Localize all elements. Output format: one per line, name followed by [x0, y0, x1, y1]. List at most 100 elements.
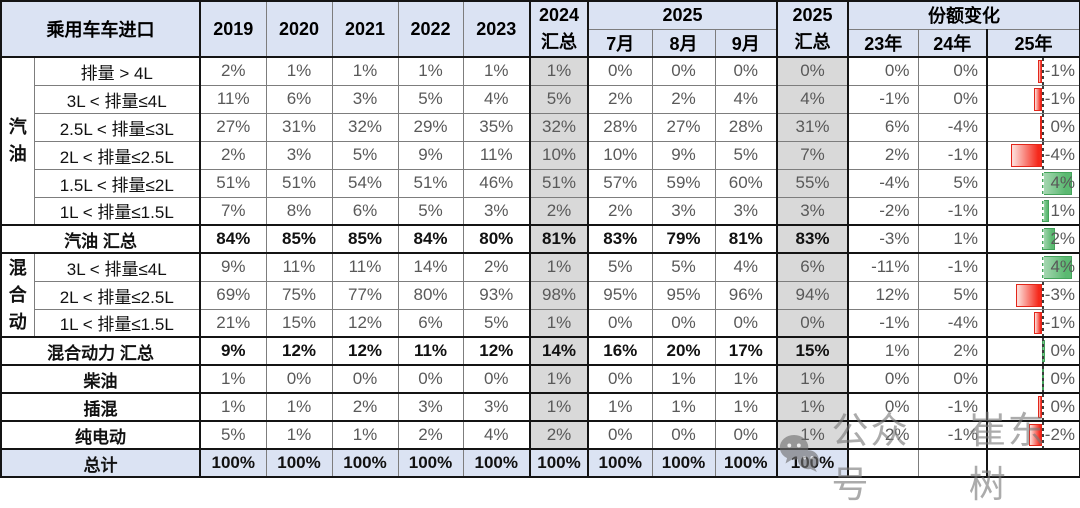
- total-2025-cell: 31%: [776, 112, 849, 142]
- share-change-23-cell: 2%: [847, 140, 919, 170]
- month-value-cell: 2%: [587, 84, 653, 114]
- month-value-cell: 5%: [714, 140, 778, 170]
- value-cell: 4%: [462, 84, 531, 114]
- share-change-24-cell: -4%: [917, 112, 988, 142]
- month-value-cell: 1%: [651, 364, 716, 394]
- zero-axis-line: [1042, 198, 1044, 224]
- month-value-cell: 4%: [714, 84, 778, 114]
- share-change-25-value: -1%: [1044, 61, 1076, 81]
- value-cell: 2%: [397, 420, 464, 450]
- value-cell: 84%: [397, 224, 464, 254]
- table-row: 纯电动 5% 1% 1% 2% 4% 2% 0% 0% 0% 1% 2% -1% -2%: [0, 420, 1080, 450]
- value-cell: 11%: [462, 140, 531, 170]
- value-cell: 15%: [265, 308, 333, 338]
- total-2025-cell: 83%: [776, 224, 849, 254]
- value-cell: 6%: [331, 196, 399, 226]
- value-cell: 0%: [397, 364, 464, 394]
- total-2025-cell: 100%: [776, 448, 849, 478]
- month-value-cell: 1%: [651, 392, 716, 422]
- row-label: 1L < 排量≤1.5L: [33, 196, 201, 226]
- value-cell: 54%: [331, 168, 399, 198]
- value-cell: 2%: [199, 56, 267, 86]
- value-cell: 100%: [265, 448, 333, 478]
- value-cell: 31%: [265, 112, 333, 142]
- share-change-24-cell: 2%: [917, 336, 988, 366]
- share-change-25-cell: [986, 448, 1080, 478]
- row-label: 柴油: [0, 364, 201, 394]
- zero-axis-line: [1042, 423, 1044, 448]
- share-change-24-cell: 0%: [917, 364, 988, 394]
- share-change-24-cell: 5%: [917, 280, 988, 310]
- total-2025-cell: 1%: [776, 420, 849, 450]
- value-cell: 84%: [199, 224, 267, 254]
- value-cell: 2%: [462, 252, 531, 282]
- share-change-25-cell: 0%: [986, 392, 1080, 422]
- negative-data-bar: [1038, 60, 1042, 83]
- month-value-cell: 28%: [714, 112, 778, 142]
- total-2024-cell: 14%: [529, 336, 589, 366]
- share-change-25-value: -3%: [1044, 285, 1076, 304]
- share-change-25-cell: 1%: [986, 196, 1080, 226]
- month-value-cell: 100%: [587, 448, 653, 478]
- share-change-24-cell: 5%: [917, 168, 988, 198]
- month-value-cell: 59%: [651, 168, 716, 198]
- value-cell: 85%: [265, 224, 333, 254]
- value-cell: 3%: [397, 392, 464, 422]
- value-cell: 1%: [331, 56, 399, 86]
- share-change-23-cell: 0%: [847, 364, 919, 394]
- col-header-share-24: 24年: [917, 28, 988, 58]
- value-cell: 5%: [397, 84, 464, 114]
- col-header-aug: 8月: [651, 28, 716, 58]
- value-cell: 4%: [462, 420, 531, 450]
- col-header-share-23: 23年: [847, 28, 919, 58]
- share-change-25-value: -1%: [1044, 89, 1076, 108]
- share-change-25-cell: 4%: [986, 168, 1080, 198]
- share-change-23-cell: -4%: [847, 168, 919, 198]
- row-label: 1L < 排量≤1.5L: [33, 308, 201, 338]
- total-2025-cell: 1%: [776, 364, 849, 394]
- table-row: 混合动力 汇总 9% 12% 12% 11% 12% 14% 16% 20% 17% 15% 1% 2%…: [0, 336, 1080, 366]
- row-label: 2.5L < 排量≤3L: [33, 112, 201, 142]
- total-2024-cell: 100%: [529, 448, 589, 478]
- negative-data-bar: [1011, 143, 1042, 167]
- value-cell: 32%: [331, 112, 399, 142]
- row-label: 混合动力 汇总: [0, 336, 201, 366]
- zero-axis-line: [1042, 367, 1044, 392]
- row-label: 插混: [0, 392, 201, 422]
- share-change-25-value: -4%: [1044, 145, 1076, 164]
- col-header-2024-total: 2024 汇总: [529, 0, 589, 58]
- value-cell: 12%: [331, 336, 399, 366]
- month-value-cell: 3%: [714, 196, 778, 226]
- month-value-cell: 0%: [714, 420, 778, 450]
- table-row: 1.5L < 排量≤2L 51% 51% 54% 51% 46% 51% 57% 59% 60% 5…: [1, 168, 1080, 198]
- month-value-cell: 5%: [651, 252, 716, 282]
- col-header-sep: 9月: [714, 28, 778, 58]
- month-value-cell: 60%: [714, 168, 778, 198]
- share-change-25-cell: 4%: [986, 252, 1080, 282]
- month-value-cell: 2%: [651, 84, 716, 114]
- month-value-cell: 81%: [714, 224, 778, 254]
- value-cell: 29%: [397, 112, 464, 142]
- value-cell: 11%: [265, 252, 333, 282]
- total-2025-cell: 3%: [776, 196, 849, 226]
- value-cell: 93%: [462, 280, 531, 310]
- month-value-cell: 4%: [714, 252, 778, 282]
- value-cell: 3%: [462, 392, 531, 422]
- value-cell: 2%: [199, 140, 267, 170]
- share-change-23-cell: -1%: [847, 84, 919, 114]
- total-2024-cell: 1%: [529, 252, 589, 282]
- share-change-25-value: 0%: [1050, 117, 1076, 136]
- value-cell: 12%: [265, 336, 333, 366]
- share-change-24-cell: -1%: [917, 420, 988, 450]
- share-change-24-cell: 0%: [917, 56, 988, 86]
- zero-axis-line: [1042, 86, 1044, 112]
- share-change-25-cell: -3%: [986, 280, 1080, 310]
- col-header-2025-group: 2025: [587, 0, 778, 30]
- month-value-cell: 100%: [651, 448, 716, 478]
- value-cell: 0%: [265, 364, 333, 394]
- total-2024-cell: 1%: [529, 364, 589, 394]
- table-row: 1L < 排量≤1.5L 21% 15% 12% 6% 5% 1% 0% 0% 0% 0% -1% -4…: [1, 308, 1080, 338]
- value-cell: 6%: [397, 308, 464, 338]
- value-cell: 2%: [331, 392, 399, 422]
- value-cell: 1%: [265, 392, 333, 422]
